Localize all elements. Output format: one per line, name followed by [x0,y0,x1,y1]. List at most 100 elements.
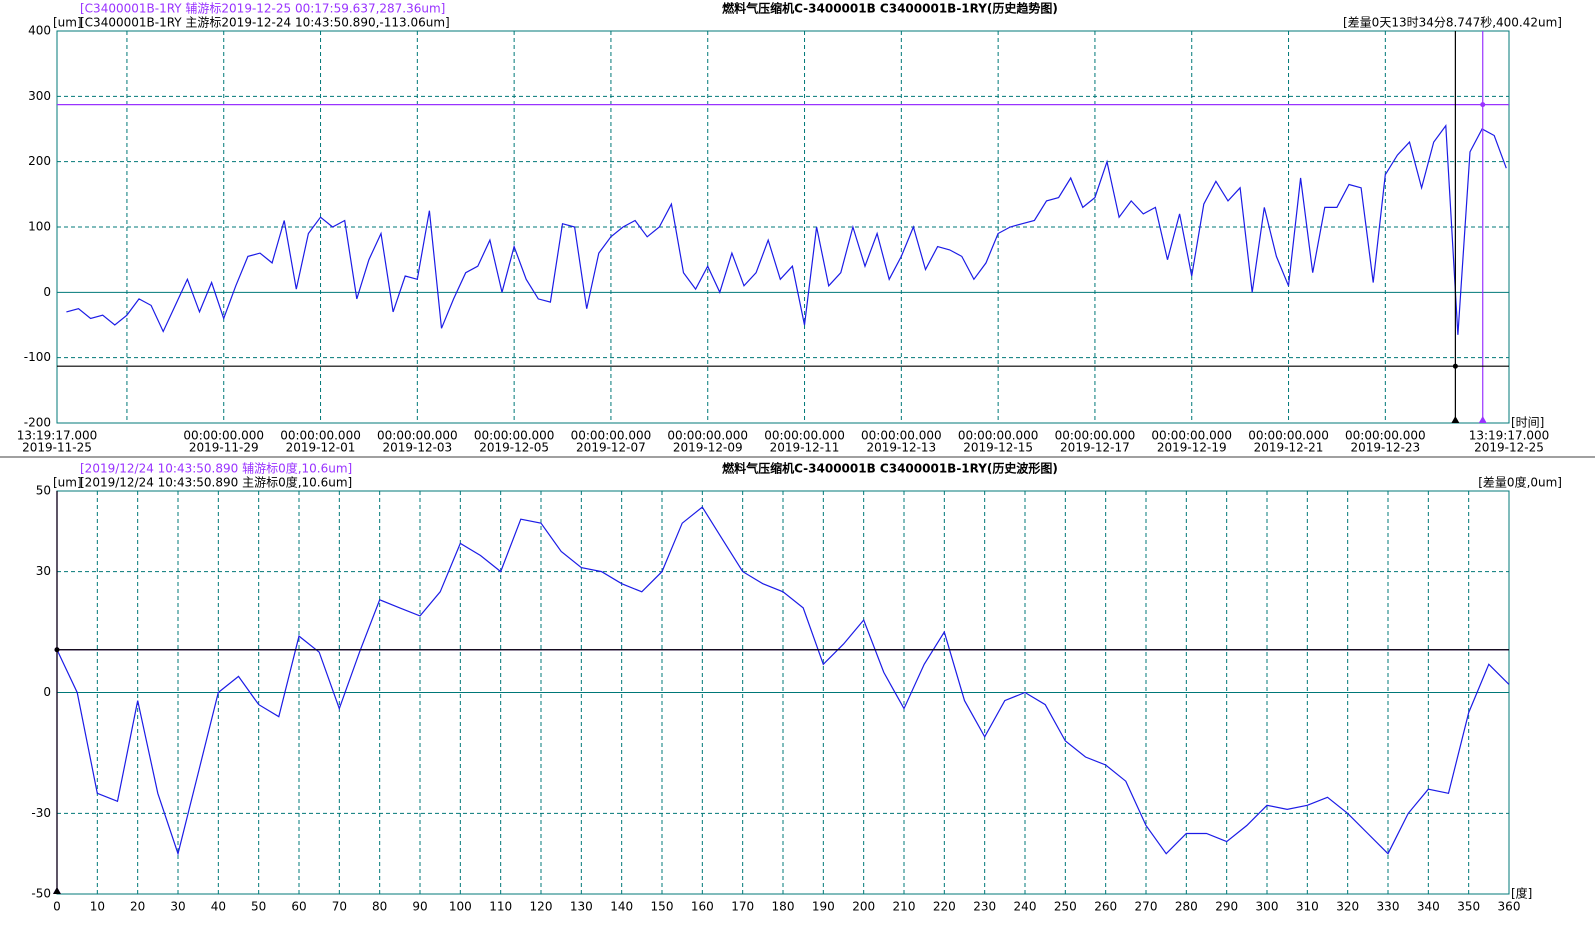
x-tick-label: 00:00:00.000 [571,429,652,443]
x-tick-label: 310 [1296,900,1319,914]
x-tick-label: 2019-12-17 [1060,441,1130,455]
x-tick-label: 70 [332,900,347,914]
x-tick-label: 13:19:17.000 [1469,429,1550,443]
x-tick-label: 2019-11-29 [189,441,259,455]
x-tick-label: 00:00:00.000 [667,429,748,443]
x-tick-label: 00:00:00.000 [1248,429,1329,443]
x-tick-label: 110 [489,900,512,914]
x-tick-label: 240 [1014,900,1037,914]
x-tick-label: 00:00:00.000 [861,429,942,443]
x-tick-label: 330 [1377,900,1400,914]
x-tick-label: 250 [1054,900,1077,914]
x-tick-label: 00:00:00.000 [280,429,361,443]
x-axis-label: [度] [1511,886,1532,901]
x-tick-label: 00:00:00.000 [764,429,845,443]
cursor-point [1452,363,1458,369]
x-tick-label: 280 [1175,900,1198,914]
y-tick-label: -50 [31,887,51,901]
x-tick-label: 290 [1215,900,1238,914]
chart-title: 燃料气压缩机C-3400001B C3400001B-1RY(历史波形图) [722,461,1058,476]
x-tick-label: 00:00:00.000 [474,429,555,443]
plot-frame [56,30,1510,424]
x-tick-label: 2019-12-15 [963,441,1033,455]
x-tick-label: 140 [610,900,633,914]
y-tick-label: 300 [28,89,51,103]
x-tick-label: 270 [1135,900,1158,914]
x-tick-label: 60 [291,900,306,914]
x-tick-label: 00:00:00.000 [958,429,1039,443]
y-tick-label: 50 [36,484,51,498]
x-tick-label: 360 [1498,900,1521,914]
y-axis-label: [um] [53,16,82,30]
x-tick-label: 230 [973,900,996,914]
x-tick-label: 350 [1457,900,1480,914]
x-tick-label: 2019-12-01 [286,441,356,455]
x-tick-label: 170 [731,900,754,914]
x-tick-label: 13:19:17.000 [17,429,98,443]
trend-line [66,124,1507,335]
x-tick-label: 2019-12-13 [866,441,936,455]
x-tick-label: 2019-12-11 [770,441,840,455]
x-tick-label: 50 [251,900,266,914]
x-tick-label: 260 [1094,900,1117,914]
cursor-marker [1451,416,1460,423]
y-tick-label: 200 [28,154,51,168]
x-tick-label: 2019-12-25 [1474,441,1544,455]
y-axis-label: [um] [53,476,82,490]
cursor-point [1480,102,1486,108]
x-tick-label: 00:00:00.000 [183,429,264,443]
x-tick-label: 320 [1336,900,1359,914]
x-tick-label: 180 [772,900,795,914]
x-tick-label: 220 [933,900,956,914]
main-cursor-label: [2019/12/24 10:43:50.890 主游标0度,10.6um] [80,475,352,490]
diff-label: [差量0度,0um] [1478,475,1562,490]
x-axis-label: [时间] [1511,416,1544,430]
diff-label: [差量0天13时34分8.747秒,400.42um] [1343,16,1562,30]
x-tick-label: 00:00:00.000 [1151,429,1232,443]
y-tick-label: -100 [24,350,51,364]
x-tick-label: 2019-12-09 [673,441,743,455]
cursor-marker [1478,416,1487,423]
x-tick-label: 2019-11-25 [22,441,92,455]
x-tick-label: 2019-12-21 [1254,441,1324,455]
x-tick-label: 2019-12-23 [1350,441,1420,455]
y-tick-label: 400 [28,24,51,38]
x-tick-label: 190 [812,900,835,914]
y-tick-label: 30 [36,564,51,578]
y-tick-label: -200 [24,416,51,430]
x-tick-label: 200 [852,900,875,914]
cursor-point [54,647,60,653]
x-tick-label: 80 [372,900,387,914]
x-tick-label: 2019-12-05 [479,441,549,455]
y-tick-label: 100 [28,220,51,234]
x-tick-label: 150 [651,900,674,914]
x-tick-label: 130 [570,900,593,914]
aux-cursor-label: [C3400001B-1RY 辅游标2019-12-25 00:17:59.63… [80,2,445,16]
x-tick-label: 160 [691,900,714,914]
x-tick-label: 100 [449,900,472,914]
x-tick-label: 00:00:00.000 [1055,429,1136,443]
x-tick-label: 120 [530,900,553,914]
x-tick-label: 2019-12-19 [1157,441,1227,455]
y-tick-label: 0 [43,285,51,299]
x-tick-label: 30 [170,900,185,914]
main-cursor-label: [C3400001B-1RY 主游标2019-12-24 10:43:50.89… [80,16,450,30]
cursor-marker [53,887,61,894]
x-tick-label: 20 [130,900,145,914]
aux-cursor-label: [2019/12/24 10:43:50.890 辅游标0度,10.6um] [80,461,352,476]
x-tick-label: 0 [53,900,61,914]
x-tick-label: 00:00:00.000 [377,429,458,443]
x-tick-label: 10 [90,900,105,914]
x-tick-label: 00:00:00.000 [1345,429,1426,443]
trend-line [56,506,1510,856]
x-tick-label: 210 [893,900,916,914]
chart-title: 燃料气压缩机C-3400001B C3400001B-1RY(历史趋势图) [722,1,1058,16]
x-tick-label: 300 [1256,900,1279,914]
x-tick-label: 90 [412,900,427,914]
y-tick-label: -30 [31,806,51,820]
x-tick-label: 340 [1417,900,1440,914]
x-tick-label: 2019-12-07 [576,441,646,455]
y-tick-label: 0 [43,685,51,699]
x-tick-label: 2019-12-03 [382,441,452,455]
